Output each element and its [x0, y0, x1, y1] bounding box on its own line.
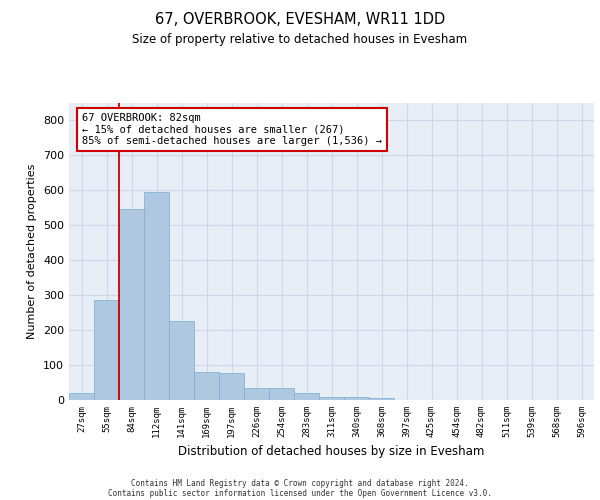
- Bar: [119, 209, 144, 400]
- Bar: [319, 396, 344, 400]
- Bar: [369, 398, 394, 400]
- Text: Contains public sector information licensed under the Open Government Licence v3: Contains public sector information licen…: [108, 488, 492, 498]
- Bar: [194, 372, 219, 400]
- Bar: [344, 396, 369, 400]
- Bar: [294, 393, 319, 400]
- Bar: [169, 322, 194, 400]
- Text: Contains HM Land Registry data © Crown copyright and database right 2024.: Contains HM Land Registry data © Crown c…: [131, 478, 469, 488]
- Bar: [219, 372, 244, 400]
- Bar: [269, 388, 294, 400]
- Bar: [69, 393, 94, 400]
- Bar: [144, 192, 169, 400]
- X-axis label: Distribution of detached houses by size in Evesham: Distribution of detached houses by size …: [178, 446, 485, 458]
- Text: 67 OVERBROOK: 82sqm
← 15% of detached houses are smaller (267)
85% of semi-detac: 67 OVERBROOK: 82sqm ← 15% of detached ho…: [82, 113, 382, 146]
- Bar: [244, 388, 269, 400]
- Bar: [94, 300, 119, 400]
- Text: Size of property relative to detached houses in Evesham: Size of property relative to detached ho…: [133, 32, 467, 46]
- Y-axis label: Number of detached properties: Number of detached properties: [28, 164, 37, 339]
- Text: 67, OVERBROOK, EVESHAM, WR11 1DD: 67, OVERBROOK, EVESHAM, WR11 1DD: [155, 12, 445, 28]
